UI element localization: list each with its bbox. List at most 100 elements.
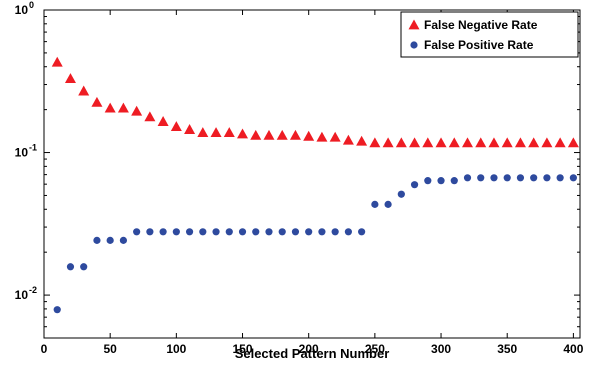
- x-tick-label: 150: [233, 342, 253, 356]
- data-point: [331, 228, 339, 236]
- data-point: [51, 56, 63, 67]
- data-point: [543, 174, 551, 182]
- legend-marker: [410, 41, 418, 49]
- data-point: [477, 174, 485, 182]
- x-tick-label: 200: [299, 342, 319, 356]
- data-point: [159, 228, 167, 236]
- data-point: [223, 127, 235, 138]
- data-point: [516, 174, 525, 182]
- data-point: [117, 102, 129, 113]
- data-point: [409, 137, 421, 148]
- data-point: [541, 137, 553, 148]
- data-point: [556, 174, 564, 182]
- data-point: [382, 137, 394, 148]
- legend: False Negative Rate False Positive Rate: [400, 11, 579, 58]
- data-point: [119, 236, 128, 244]
- data-point: [569, 174, 577, 182]
- plot-layer: [51, 56, 579, 314]
- y-tick-label: 10: [15, 288, 29, 302]
- data-point: [237, 128, 249, 139]
- data-point: [554, 137, 566, 148]
- data-point: [64, 73, 76, 84]
- data-point: [488, 137, 500, 148]
- data-point: [185, 228, 194, 236]
- data-point: [265, 228, 273, 236]
- data-point: [371, 200, 379, 208]
- data-point: [53, 306, 61, 314]
- data-point: [356, 135, 368, 146]
- y-tick-label: 10: [15, 3, 29, 17]
- data-point: [66, 263, 75, 271]
- data-point: [316, 131, 328, 142]
- data-point: [329, 131, 341, 142]
- y-tick-exponent: 0: [29, 0, 34, 10]
- data-point: [450, 177, 458, 185]
- data-point: [146, 228, 154, 236]
- series-false-negative-rate: [51, 56, 579, 148]
- series-false-positive-rate: [53, 174, 577, 314]
- x-tick-label: 0: [41, 342, 48, 356]
- legend-label: False Positive Rate: [424, 38, 534, 52]
- data-point: [291, 228, 300, 236]
- data-point: [184, 124, 196, 134]
- data-point: [344, 228, 352, 236]
- legend-marker: [408, 19, 420, 30]
- data-point: [567, 137, 579, 148]
- data-point: [278, 228, 286, 236]
- y-tick-exponent: -1: [29, 143, 37, 153]
- data-point: [133, 228, 141, 236]
- data-point: [172, 228, 180, 236]
- y-tick-exponent: -2: [29, 285, 37, 295]
- data-point: [435, 137, 447, 148]
- data-point: [463, 174, 472, 182]
- data-point: [528, 137, 540, 148]
- data-point: [144, 111, 156, 122]
- x-tick-label: 250: [365, 342, 385, 356]
- data-point: [197, 127, 209, 138]
- data-point: [170, 121, 182, 132]
- data-point: [78, 85, 90, 96]
- data-point: [210, 127, 222, 138]
- x-tick-label: 300: [431, 342, 451, 356]
- data-point: [263, 129, 275, 140]
- data-point: [91, 96, 103, 107]
- data-point: [238, 228, 247, 236]
- y-tick-label: 10: [15, 146, 29, 160]
- data-point: [212, 228, 220, 236]
- data-point: [384, 200, 392, 208]
- data-point: [250, 129, 262, 140]
- data-point: [276, 129, 288, 140]
- data-point: [503, 174, 511, 182]
- x-tick-label: 50: [103, 342, 117, 356]
- data-point: [475, 137, 487, 148]
- data-point: [514, 137, 526, 148]
- legend-box: [400, 11, 579, 58]
- data-point: [104, 102, 116, 113]
- data-point: [358, 228, 366, 236]
- data-point: [225, 228, 233, 236]
- data-point: [199, 228, 207, 236]
- data-point: [80, 263, 88, 271]
- data-point: [424, 177, 432, 185]
- data-point: [369, 137, 381, 148]
- data-point: [131, 105, 143, 116]
- data-point: [530, 174, 538, 182]
- data-point: [93, 236, 101, 244]
- x-tick-label: 350: [497, 342, 517, 356]
- data-point: [395, 137, 407, 148]
- plot-frame: [43, 9, 581, 339]
- data-point: [410, 181, 419, 189]
- data-point: [437, 177, 445, 185]
- x-axis-label: Selected Pattern Number: [235, 346, 390, 361]
- data-point: [448, 137, 460, 148]
- data-point: [303, 130, 315, 141]
- data-point: [501, 137, 513, 148]
- data-point: [252, 228, 260, 236]
- x-tick-label: 100: [166, 342, 186, 356]
- data-point: [305, 228, 313, 236]
- data-point: [397, 190, 405, 198]
- legend-items: False Negative Rate False Positive Rate: [408, 18, 538, 52]
- data-point: [342, 134, 354, 145]
